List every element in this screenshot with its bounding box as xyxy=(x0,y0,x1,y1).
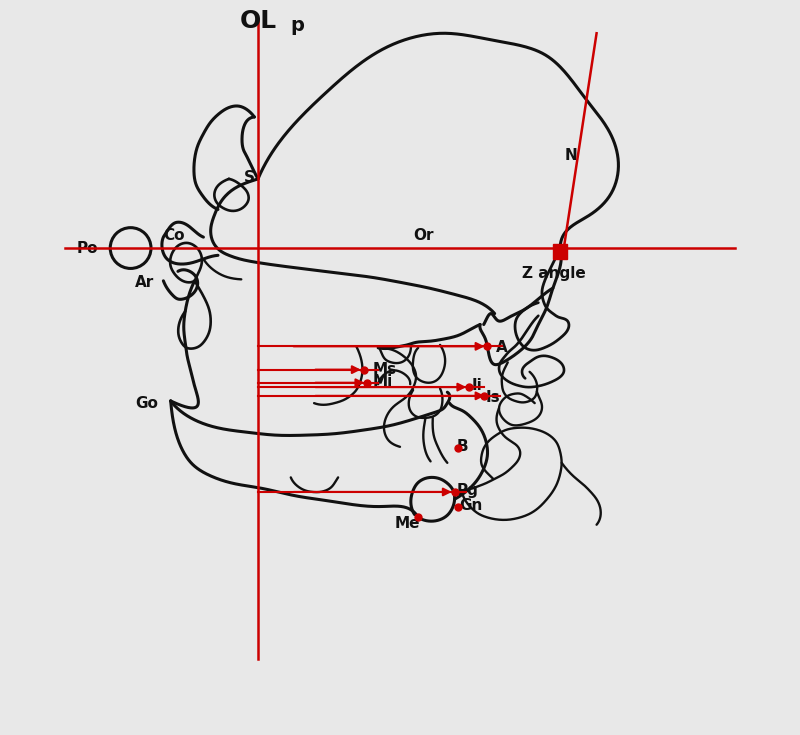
Text: Ms: Ms xyxy=(372,362,397,377)
Text: Po: Po xyxy=(76,240,98,256)
Text: A: A xyxy=(496,340,508,355)
Text: Me: Me xyxy=(395,516,420,531)
Text: Co: Co xyxy=(163,228,185,243)
Polygon shape xyxy=(553,245,567,259)
Text: Go: Go xyxy=(135,395,158,411)
Text: Gn: Gn xyxy=(460,498,483,512)
Text: Pg: Pg xyxy=(457,483,478,498)
Text: Ii: Ii xyxy=(471,378,482,393)
Text: Mi: Mi xyxy=(372,374,393,389)
Text: B: B xyxy=(457,440,469,454)
Text: p: p xyxy=(290,15,305,35)
Text: S: S xyxy=(243,170,254,185)
Text: Z angle: Z angle xyxy=(522,266,586,282)
Text: N: N xyxy=(565,148,578,163)
Text: Is: Is xyxy=(486,390,501,405)
Text: OL: OL xyxy=(239,10,277,33)
Text: Or: Or xyxy=(413,228,434,243)
Text: Ar: Ar xyxy=(135,275,154,290)
